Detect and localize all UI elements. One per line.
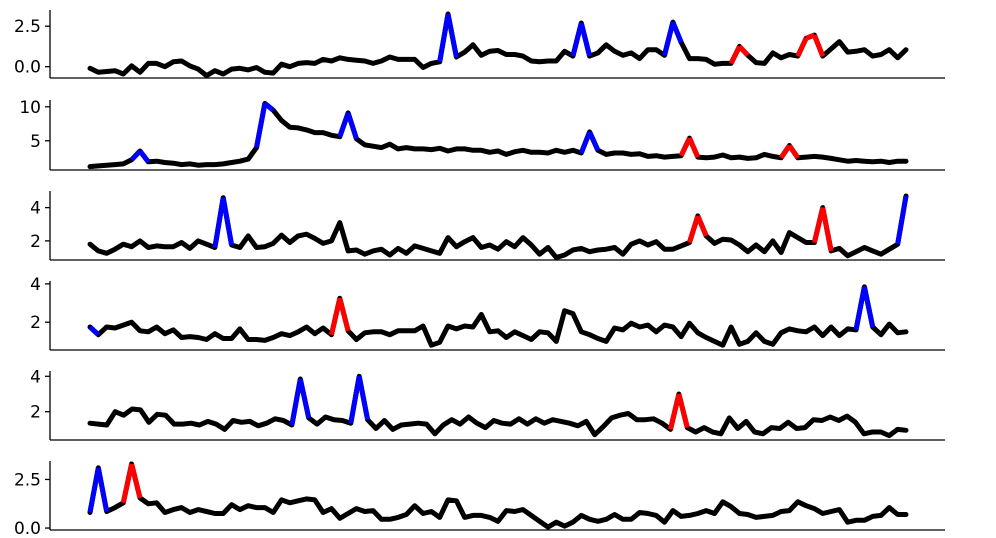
red-anomaly-segment	[787, 144, 800, 160]
panel-3: 24	[30, 191, 945, 261]
red-anomaly-segment	[668, 393, 682, 430]
red-anomaly-segment	[812, 34, 826, 58]
blue-anomaly-segment	[345, 112, 359, 140]
blue-anomaly-segment	[578, 22, 593, 57]
y-tick-label: 0.0	[14, 58, 41, 78]
blue-anomaly-segment	[254, 102, 268, 149]
series-line	[87, 100, 909, 170]
panel-4: 24	[30, 275, 945, 351]
blue-anomaly-segment	[95, 467, 110, 513]
red-anomaly-segment	[120, 463, 135, 504]
blue-anomaly-segment	[87, 467, 101, 513]
red-anomaly-segment	[728, 45, 742, 65]
red-anomaly-segment	[687, 137, 701, 159]
blue-anomaly-segment	[895, 195, 909, 245]
series-line	[87, 461, 909, 530]
red-anomaly-segment	[129, 463, 143, 499]
red-anomaly-segment	[795, 37, 809, 58]
red-anomaly-segment	[676, 393, 690, 429]
blue-anomaly-segment	[88, 325, 101, 337]
y-tick-label: 4	[30, 275, 41, 295]
blue-anomaly-segment	[289, 378, 303, 426]
blue-anomaly-segment	[356, 375, 371, 421]
y-tick-label: 4	[30, 367, 41, 387]
blue-anomaly-segment	[578, 131, 592, 154]
blue-anomaly-segment	[348, 375, 362, 424]
blue-anomaly-segment	[137, 149, 151, 164]
red-anomaly-segment	[737, 44, 750, 58]
blue-anomaly-segment	[853, 286, 867, 331]
blue-anomaly-segment	[297, 378, 312, 419]
blue-anomaly-segment	[570, 22, 584, 57]
red-anomaly-segment	[687, 215, 701, 244]
blue-anomaly-segment	[662, 21, 676, 56]
series-line	[87, 284, 909, 348]
series-line	[87, 193, 909, 260]
series-line	[87, 11, 909, 79]
y-tick-label: 2.5	[14, 470, 41, 490]
y-tick-label: 2	[30, 313, 41, 333]
red-anomaly-segment	[337, 297, 351, 332]
y-tick-label: 0.0	[14, 519, 41, 538]
y-tick-label: 2	[30, 403, 41, 423]
red-anomaly-segment	[805, 32, 816, 41]
y-tick-label: 2.5	[14, 17, 41, 37]
panel-1: 0.0 2.5	[14, 10, 945, 79]
panel-6: 0.0 2.5	[14, 461, 945, 538]
blue-anomaly-segment	[220, 197, 235, 246]
blue-anomaly-segment	[587, 130, 601, 152]
blue-anomaly-segment	[861, 286, 876, 328]
panel-2: 5 10	[19, 98, 945, 171]
y-tick-label: 2	[30, 232, 41, 252]
blue-anomaly-segment	[263, 101, 275, 113]
y-tick-label: 10	[19, 98, 41, 118]
series-line	[87, 373, 909, 439]
blue-anomaly-segment	[670, 21, 684, 44]
red-anomaly-segment	[695, 214, 709, 237]
blue-anomaly-segment	[437, 13, 451, 63]
panel-5: 24	[30, 367, 945, 441]
red-anomaly-segment	[329, 297, 343, 336]
blue-anomaly-segment	[337, 112, 351, 138]
y-tick-label: 4	[30, 199, 41, 219]
blue-anomaly-segment	[445, 13, 459, 58]
y-tick-label: 5	[30, 132, 41, 152]
blue-anomaly-segment	[212, 197, 226, 248]
red-anomaly-segment	[820, 207, 834, 252]
